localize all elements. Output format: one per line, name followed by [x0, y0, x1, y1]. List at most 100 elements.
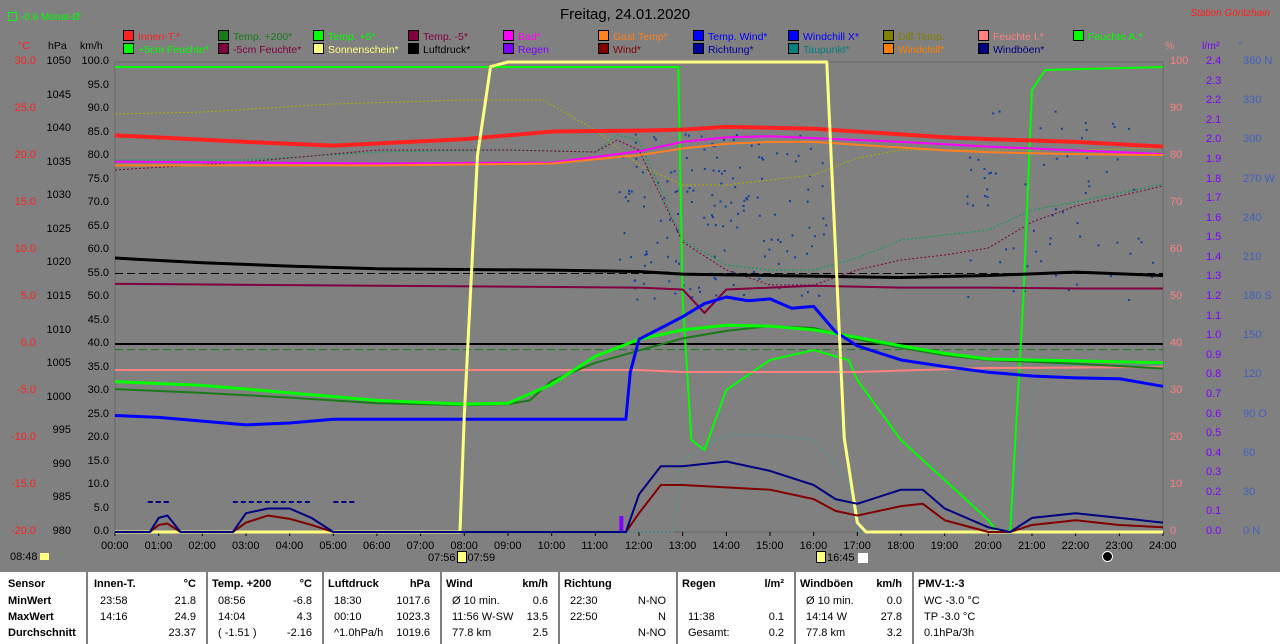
legend-swatch [598, 30, 609, 41]
direction-point [686, 190, 689, 193]
wind-tick-label: 35.0 [87, 360, 109, 373]
direction-point [635, 157, 638, 160]
stats-cell-value: 1023.3 [396, 611, 430, 623]
legend-label: Regen [518, 44, 549, 56]
legend-label: Sonnenschein* [328, 44, 399, 56]
legend-item[interactable]: Feuchte A.* [1073, 30, 1142, 43]
time-tick-label: 24:00 [1149, 540, 1177, 552]
stats-header-unit: l/m² [764, 578, 784, 590]
stats-cell-row: 14:04 4.3 [206, 609, 322, 625]
legend-item[interactable]: Feuchte I.* [978, 30, 1044, 43]
legend-label: Richtung* [708, 44, 754, 56]
direction-point [624, 196, 627, 199]
stats-header: Innen-T. °C [88, 576, 206, 592]
stats-cell-row: WC -3.0 °C [912, 593, 1272, 609]
direction-point [711, 142, 714, 145]
direction-point [1054, 208, 1057, 211]
legend-swatch [788, 30, 799, 41]
stats-cell-value: 21.8 [174, 595, 196, 607]
direction-point [666, 180, 669, 183]
direction-point [641, 171, 644, 174]
time-tick-label: 01:00 [144, 540, 173, 552]
stats-cell-value: 27.8 [880, 611, 902, 623]
direction-point [768, 248, 771, 251]
direction-point [1113, 125, 1116, 128]
legend-item[interactable]: Windchill* [883, 43, 944, 56]
legend-item[interactable]: Temp. +5* [313, 30, 376, 43]
legend-item[interactable]: Temp. +200* [218, 30, 292, 43]
legend-item[interactable]: Windchill X* [788, 30, 859, 43]
direction-point [1087, 180, 1090, 183]
direction-point [1076, 222, 1079, 225]
wind-tick-label: 40.0 [87, 337, 109, 349]
direction-point [770, 238, 773, 241]
direction-point [807, 188, 810, 191]
legend-item[interactable]: -5cm Feuchte* [218, 43, 301, 56]
rain-tick-label: 1.4 [1206, 250, 1222, 263]
current-time: 08:48 [10, 551, 38, 563]
direction-point [618, 258, 621, 261]
legend-item[interactable]: Bad* [503, 30, 541, 43]
legend-item[interactable]: Innen-T.* [123, 30, 180, 43]
direction-point [757, 143, 760, 146]
rain-tick-label: 1.7 [1206, 192, 1222, 205]
direction-point [788, 200, 791, 203]
direction-point [714, 278, 717, 281]
direction-point [1085, 128, 1088, 131]
legend-item[interactable]: +5cm Feuchte* [123, 43, 209, 56]
direction-point [714, 224, 717, 227]
legend-item[interactable]: Richtung* [693, 43, 754, 56]
percent-tick-label: 60 [1170, 243, 1183, 255]
stats-cell-label: 11:38 [688, 611, 715, 623]
stats-cell-value: 0.0 [886, 595, 902, 607]
legend-item[interactable]: Sonnenschein* [313, 43, 399, 56]
legend-item[interactable]: Temp. -5* [408, 30, 468, 43]
direction-tick-label: 360 N [1243, 55, 1273, 67]
checkbox-icon[interactable] [8, 12, 17, 21]
direction-point [786, 153, 789, 156]
direction-point [656, 241, 659, 244]
stats-cell-row: 77.8 km 3.2 [794, 625, 912, 641]
legend-swatch [883, 30, 894, 41]
direction-point [659, 219, 662, 222]
wind-tick-label: 100.0 [81, 55, 109, 67]
direction-point [1055, 157, 1058, 160]
direction-point [692, 189, 695, 192]
legend-item[interactable]: Regen [503, 43, 549, 56]
stats-cell-value: N [658, 611, 666, 623]
legend-item[interactable]: Windböen* [978, 43, 1044, 56]
temp-tick-label: -10.0 [10, 431, 36, 443]
legend-item[interactable]: Luftdruck* [408, 43, 470, 56]
wind-unit: km/h [80, 40, 103, 52]
series-line-temp-5- [114, 323, 1164, 406]
legend-item[interactable]: Temp. Wind* [693, 30, 768, 43]
direction-point [724, 205, 727, 208]
direction-point [674, 191, 677, 194]
direction-point [1128, 127, 1131, 130]
direction-tick-label: 210 [1243, 250, 1262, 263]
rain-tick-label: 2.4 [1206, 55, 1222, 67]
sunrise-marker: 07:56 07:59 [428, 551, 495, 564]
legend-item[interactable]: Diff Temp. [883, 30, 945, 43]
series-line-gast-temp- [115, 140, 1164, 167]
direction-point [643, 205, 646, 208]
wind-tick-label: 45.0 [87, 313, 109, 326]
legend-label: Temp. +200* [233, 31, 293, 43]
series-line-temp-wind- [114, 295, 1164, 427]
rain-tick-label: 0.6 [1206, 407, 1222, 420]
direction-point [685, 157, 688, 160]
temp-tick-label: -20.0 [10, 525, 36, 537]
stats-cell-label: 18:30 [334, 595, 362, 607]
direction-point [713, 145, 716, 148]
direction-tick-label: 90 O [1243, 407, 1267, 420]
direction-point [969, 156, 972, 159]
direction-point [676, 213, 679, 216]
direction-point [1133, 188, 1136, 191]
legend-item[interactable]: Taupunkt* [788, 43, 850, 56]
direction-point [710, 214, 713, 217]
legend-item[interactable]: Wind* [598, 43, 641, 56]
legend-item[interactable]: Gast Temp* [598, 30, 668, 43]
stats-cell-label: 00:10 [334, 611, 362, 623]
row-label-min: MinWert [8, 595, 52, 607]
direction-point [1060, 127, 1063, 130]
